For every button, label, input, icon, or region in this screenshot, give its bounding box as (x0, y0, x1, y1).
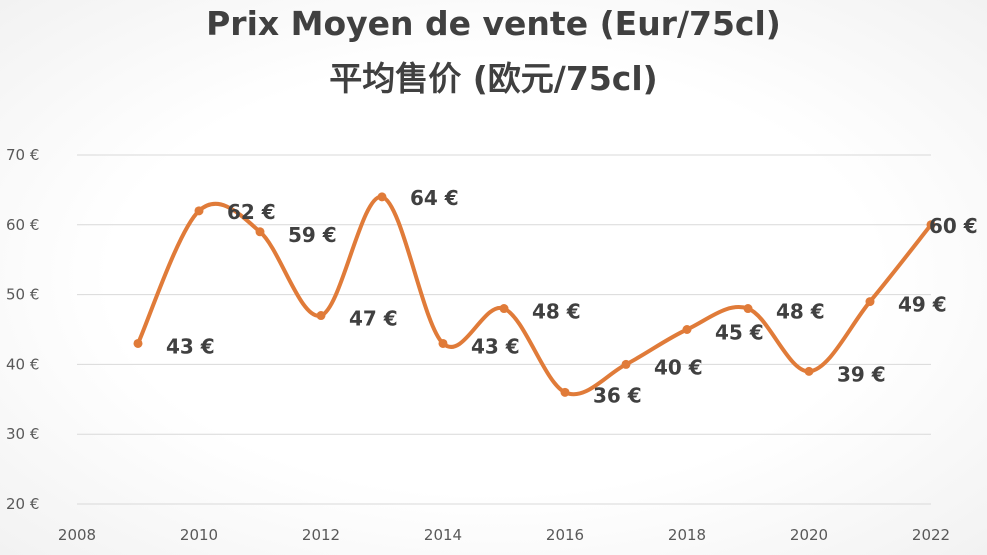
x-tick-label: 2018 (668, 526, 706, 544)
y-tick-label: 40 € (6, 355, 39, 373)
data-point (926, 220, 936, 230)
y-tick-label: 60 € (6, 216, 39, 234)
x-tick-label: 2014 (424, 526, 462, 544)
data-label: 45 € (715, 321, 764, 345)
x-tick-label: 2010 (180, 526, 218, 544)
x-tick-label: 2016 (546, 526, 584, 544)
data-point (682, 325, 692, 334)
chart-title: Prix Moyen de vente (Eur/75cl) (206, 4, 781, 43)
data-point (560, 387, 570, 397)
data-point (316, 311, 326, 321)
data-label: 39 € (837, 362, 886, 386)
data-label: 43 € (166, 334, 215, 358)
x-tick-label: 2012 (302, 526, 340, 544)
data-point (621, 359, 631, 369)
data-label: 64 € (410, 186, 459, 210)
data-point (377, 192, 387, 202)
data-point (255, 227, 265, 237)
y-tick-label: 30 € (6, 425, 39, 443)
data-point (804, 366, 814, 376)
x-tick-label: 2022 (912, 526, 950, 544)
data-label: 48 € (532, 300, 581, 324)
data-point (133, 338, 143, 348)
x-tick-label: 2008 (58, 526, 96, 544)
data-label: 59 € (288, 223, 337, 247)
data-label: 36 € (593, 383, 642, 407)
data-label: 62 € (227, 200, 276, 224)
data-label: 47 € (349, 307, 398, 331)
data-point (499, 304, 509, 314)
chart-subtitle: 平均售价 (欧元/75cl) (329, 59, 658, 98)
y-tick-label: 20 € (6, 495, 39, 513)
data-point (194, 206, 204, 216)
data-point (865, 297, 875, 307)
data-point (438, 338, 448, 348)
data-label: 48 € (776, 300, 825, 324)
data-label: 40 € (654, 355, 703, 379)
y-tick-label: 50 € (6, 286, 39, 304)
data-label: 60 € (929, 214, 978, 238)
data-label: 43 € (471, 334, 520, 358)
x-tick-label: 2020 (790, 526, 828, 544)
data-point (743, 304, 753, 314)
y-tick-label: 70 € (6, 146, 39, 164)
data-label: 49 € (898, 293, 947, 317)
